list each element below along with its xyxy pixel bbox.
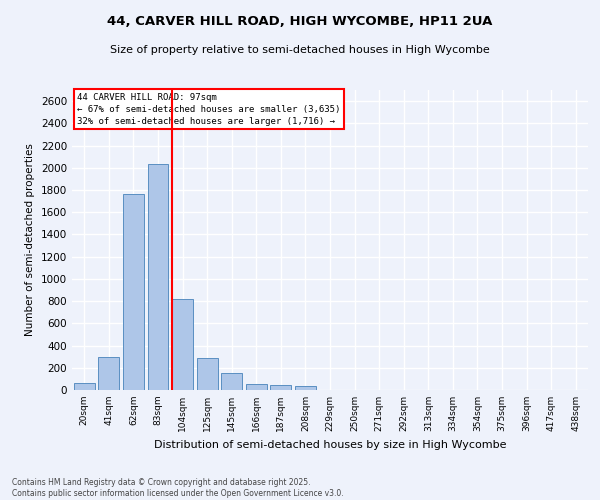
Bar (74, 384, 95, 390)
Text: Contains HM Land Registry data © Crown copyright and database right 2025.
Contai: Contains HM Land Registry data © Crown c… (12, 478, 344, 498)
Bar (123, 194, 144, 390)
Bar (172, 299, 193, 390)
X-axis label: Distribution of semi-detached houses by size in High Wycombe: Distribution of semi-detached houses by … (154, 440, 506, 450)
Y-axis label: Number of semi-detached properties: Number of semi-detached properties (25, 144, 35, 336)
Text: 44, CARVER HILL ROAD, HIGH WYCOMBE, HP11 2UA: 44, CARVER HILL ROAD, HIGH WYCOMBE, HP11… (107, 15, 493, 28)
Bar (246, 384, 267, 390)
Bar (295, 386, 316, 390)
Bar (148, 164, 169, 390)
Bar (271, 385, 292, 390)
Text: Size of property relative to semi-detached houses in High Wycombe: Size of property relative to semi-detach… (110, 45, 490, 55)
Bar (197, 358, 218, 390)
Text: 44 CARVER HILL ROAD: 97sqm
← 67% of semi-detached houses are smaller (3,635)
32%: 44 CARVER HILL ROAD: 97sqm ← 67% of semi… (77, 93, 341, 126)
Bar (221, 373, 242, 390)
Bar (98, 356, 119, 390)
